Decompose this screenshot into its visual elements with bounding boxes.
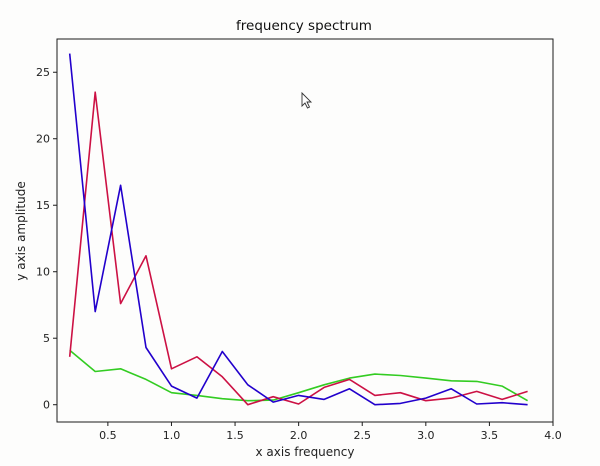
x-axis-ticks: 0.5 1.0 1.5 2.0 2.5 3.0 3.5 4.0	[99, 422, 562, 442]
x-tick-label: 4.0	[544, 429, 562, 442]
series-line-2	[68, 91, 528, 406]
x-tick-label: 1.0	[163, 429, 181, 442]
x-tick-label: 2.0	[290, 429, 308, 442]
y-tick-label: 15	[36, 199, 50, 212]
chart-title: frequency spectrum	[236, 18, 372, 34]
x-tick-label: 0.5	[99, 429, 117, 442]
series-line-3	[69, 349, 528, 402]
x-tick-label: 2.5	[353, 429, 371, 442]
y-tick-label: 10	[36, 266, 50, 279]
x-tick-label: 3.5	[481, 429, 499, 442]
mouse-cursor-icon	[301, 91, 313, 109]
y-tick-label: 0	[43, 399, 50, 412]
series-lines	[68, 53, 528, 406]
x-tick-label: 3.0	[417, 429, 435, 442]
y-tick-label: 20	[36, 133, 50, 146]
x-axis-label: x axis frequency	[256, 445, 355, 459]
x-tick-label: 1.5	[226, 429, 244, 442]
y-axis-label: y axis amplitude	[14, 181, 28, 280]
y-tick-label: 5	[43, 332, 50, 345]
series-line-1	[68, 53, 528, 406]
y-axis-ticks: 0 5 10 15 20 25	[36, 66, 57, 412]
y-tick-label: 25	[36, 66, 50, 79]
